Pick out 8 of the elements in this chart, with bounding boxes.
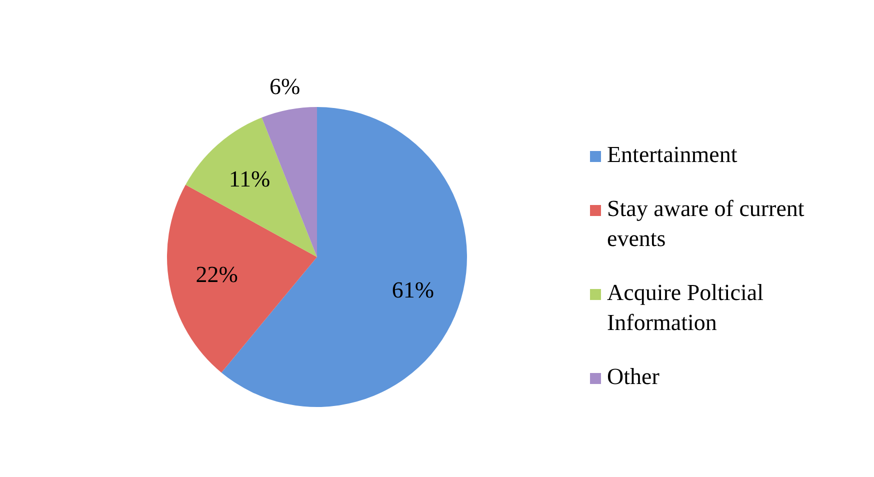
data-label: 6% (269, 74, 300, 100)
data-label: 61% (392, 278, 434, 303)
legend-label: Entertainment (607, 141, 738, 169)
data-label: 11% (228, 166, 270, 192)
data-label: 22% (196, 262, 238, 288)
legend-label: Stay aware of current events (607, 195, 806, 253)
legend-label: Acquire Polticial Information (607, 279, 764, 337)
legend-label: Other (607, 363, 660, 391)
